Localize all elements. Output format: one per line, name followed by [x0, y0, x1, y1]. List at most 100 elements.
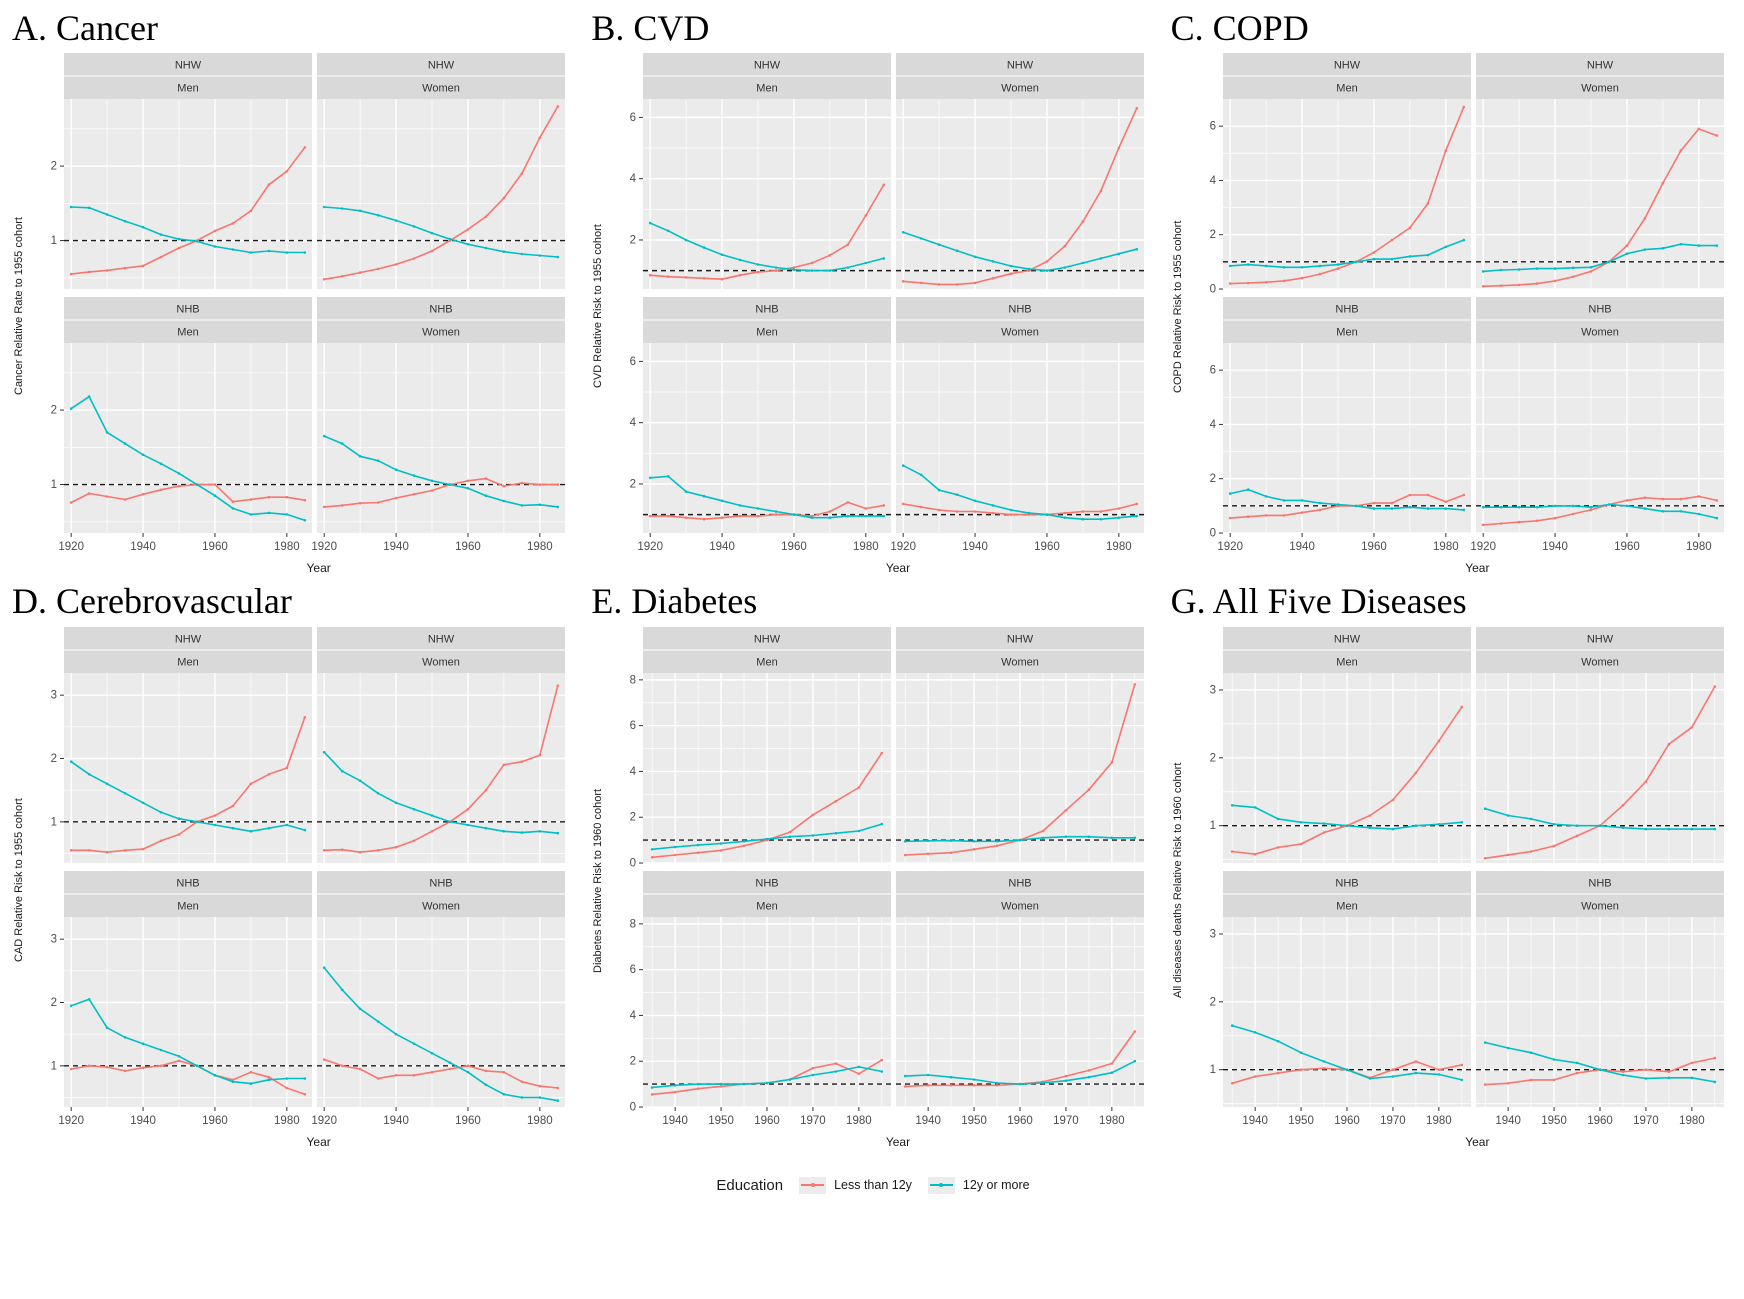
data-point-12y-or-more: [1028, 268, 1031, 271]
data-point-12y-or-more: [739, 504, 742, 508]
facet-nhw-men: NHW Men 1 2 3: [1209, 626, 1471, 863]
data-point-12y-or-more: [1690, 827, 1693, 831]
data-point-12y-or-more: [340, 988, 344, 991]
facet-strip-sex: [643, 894, 892, 917]
data-point-less-than-12y: [882, 183, 886, 187]
data-point-less-than-12y: [927, 1083, 930, 1087]
data-point-12y-or-more: [1099, 257, 1103, 261]
data-point-less-than-12y: [249, 498, 253, 502]
data-point-12y-or-more: [1661, 510, 1664, 513]
data-point-12y-or-more: [1598, 1068, 1601, 1071]
y-axis-label: COPD Relative Risk to 1955 cohort: [1171, 220, 1184, 394]
data-point-12y-or-more: [303, 251, 307, 255]
facet-group-label: NHB: [756, 304, 779, 316]
data-point-12y-or-more: [1117, 516, 1121, 520]
data-point-12y-or-more: [430, 1051, 434, 1055]
data-point-less-than-12y: [484, 788, 488, 792]
y-tick-label: 4: [1209, 175, 1216, 187]
data-point-less-than-12y: [69, 848, 73, 852]
facet-strip-group: [1475, 626, 1724, 650]
data-point-less-than-12y: [1390, 239, 1393, 242]
data-point-less-than-12y: [159, 839, 163, 842]
x-tick-label: 1980: [527, 541, 553, 553]
data-point-12y-or-more: [743, 839, 746, 843]
data-point-12y-or-more: [1300, 499, 1304, 503]
y-tick-label: 0: [1209, 528, 1215, 540]
x-tick-label: 1940: [130, 541, 156, 553]
data-point-12y-or-more: [1390, 258, 1393, 261]
chart-row: All diseases deaths Relative Risk to 196…: [1169, 626, 1736, 1134]
data-point-less-than-12y: [177, 832, 181, 836]
data-point-12y-or-more: [1391, 827, 1394, 831]
data-point-12y-or-more: [1299, 820, 1303, 824]
data-point-less-than-12y: [1046, 260, 1049, 264]
data-point-less-than-12y: [502, 1070, 506, 1074]
data-point-less-than-12y: [285, 1086, 289, 1090]
data-point-less-than-12y: [466, 1064, 470, 1067]
series-line-less-than-12y: [650, 184, 885, 281]
data-point-less-than-12y: [1643, 496, 1646, 500]
data-point-less-than-12y: [412, 839, 416, 842]
data-point-less-than-12y: [1264, 281, 1268, 284]
data-point-less-than-12y: [857, 1072, 861, 1075]
facet-strip-group: [64, 870, 312, 894]
facet-strip-group: [643, 53, 892, 76]
data-point-less-than-12y: [1713, 685, 1716, 688]
data-point-less-than-12y: [1414, 771, 1417, 774]
data-point-less-than-12y: [1300, 277, 1304, 280]
data-point-12y-or-more: [538, 1095, 542, 1099]
data-point-12y-or-more: [1679, 510, 1682, 513]
facet-strip-sex: [1222, 76, 1471, 100]
data-point-less-than-12y: [1282, 279, 1286, 283]
data-point-less-than-12y: [793, 266, 796, 270]
data-point-less-than-12y: [340, 275, 344, 278]
x-tick-label: 1960: [202, 541, 228, 553]
chart-row: Diabetes Relative Risk to 1960 cohort NH…: [589, 626, 1156, 1134]
facet-nhw-men: NHW Men 1 2 3: [51, 626, 312, 863]
facet-strip-sex: [64, 650, 312, 673]
facet-group-label: NHW: [1587, 60, 1614, 72]
data-point-less-than-12y: [1571, 513, 1574, 516]
data-point-12y-or-more: [285, 1076, 289, 1080]
y-axis-label: CVD Relative Risk to 1955 cohort: [592, 224, 605, 389]
data-point-less-than-12y: [502, 197, 506, 200]
y-tick-label: 1: [51, 816, 57, 828]
data-point-less-than-12y: [358, 502, 362, 505]
facet-nhw-men: NHW Men 0 2 4 6 8: [630, 626, 892, 869]
y-tick-label: 8: [630, 674, 636, 686]
data-point-less-than-12y: [1499, 284, 1503, 288]
data-point-less-than-12y: [743, 844, 746, 847]
data-point-12y-or-more: [1644, 1076, 1647, 1080]
data-point-12y-or-more: [502, 250, 506, 254]
series-line-less-than-12y: [903, 108, 1138, 286]
data-point-less-than-12y: [1264, 514, 1268, 518]
data-point-less-than-12y: [1135, 502, 1139, 506]
data-point-12y-or-more: [920, 473, 923, 477]
data-point-12y-or-more: [159, 462, 163, 466]
data-point-12y-or-more: [1715, 517, 1718, 520]
data-point-12y-or-more: [1697, 513, 1700, 516]
data-point-less-than-12y: [1481, 285, 1485, 288]
x-tick-label: 1980: [1106, 541, 1132, 553]
x-tick-label: 1920: [891, 541, 917, 553]
facet-nhb-women: NHB Women 1920 1940 1960 1980: [311, 870, 565, 1127]
y-tick-label: 4: [630, 766, 637, 778]
data-point-12y-or-more: [974, 255, 977, 259]
y-tick-label: 2: [51, 161, 57, 173]
data-point-less-than-12y: [1253, 1074, 1257, 1078]
data-point-12y-or-more: [1715, 244, 1718, 248]
x-tick-label: 1940: [663, 1115, 689, 1127]
facet-group-label: NHW: [175, 633, 202, 645]
x-tick-label: 1950: [709, 1115, 735, 1127]
data-point-less-than-12y: [466, 479, 470, 483]
data-point-12y-or-more: [697, 843, 700, 847]
data-point-less-than-12y: [973, 1083, 976, 1087]
data-point-12y-or-more: [1368, 1076, 1371, 1080]
x-tick-label: 1960: [1334, 1115, 1360, 1127]
data-point-less-than-12y: [1372, 502, 1375, 505]
data-point-12y-or-more: [412, 474, 416, 478]
facet-strip-sex: [896, 894, 1145, 917]
plot-background: [64, 343, 312, 534]
series-line-less-than-12y: [1482, 128, 1717, 288]
data-point-less-than-12y: [430, 250, 434, 253]
